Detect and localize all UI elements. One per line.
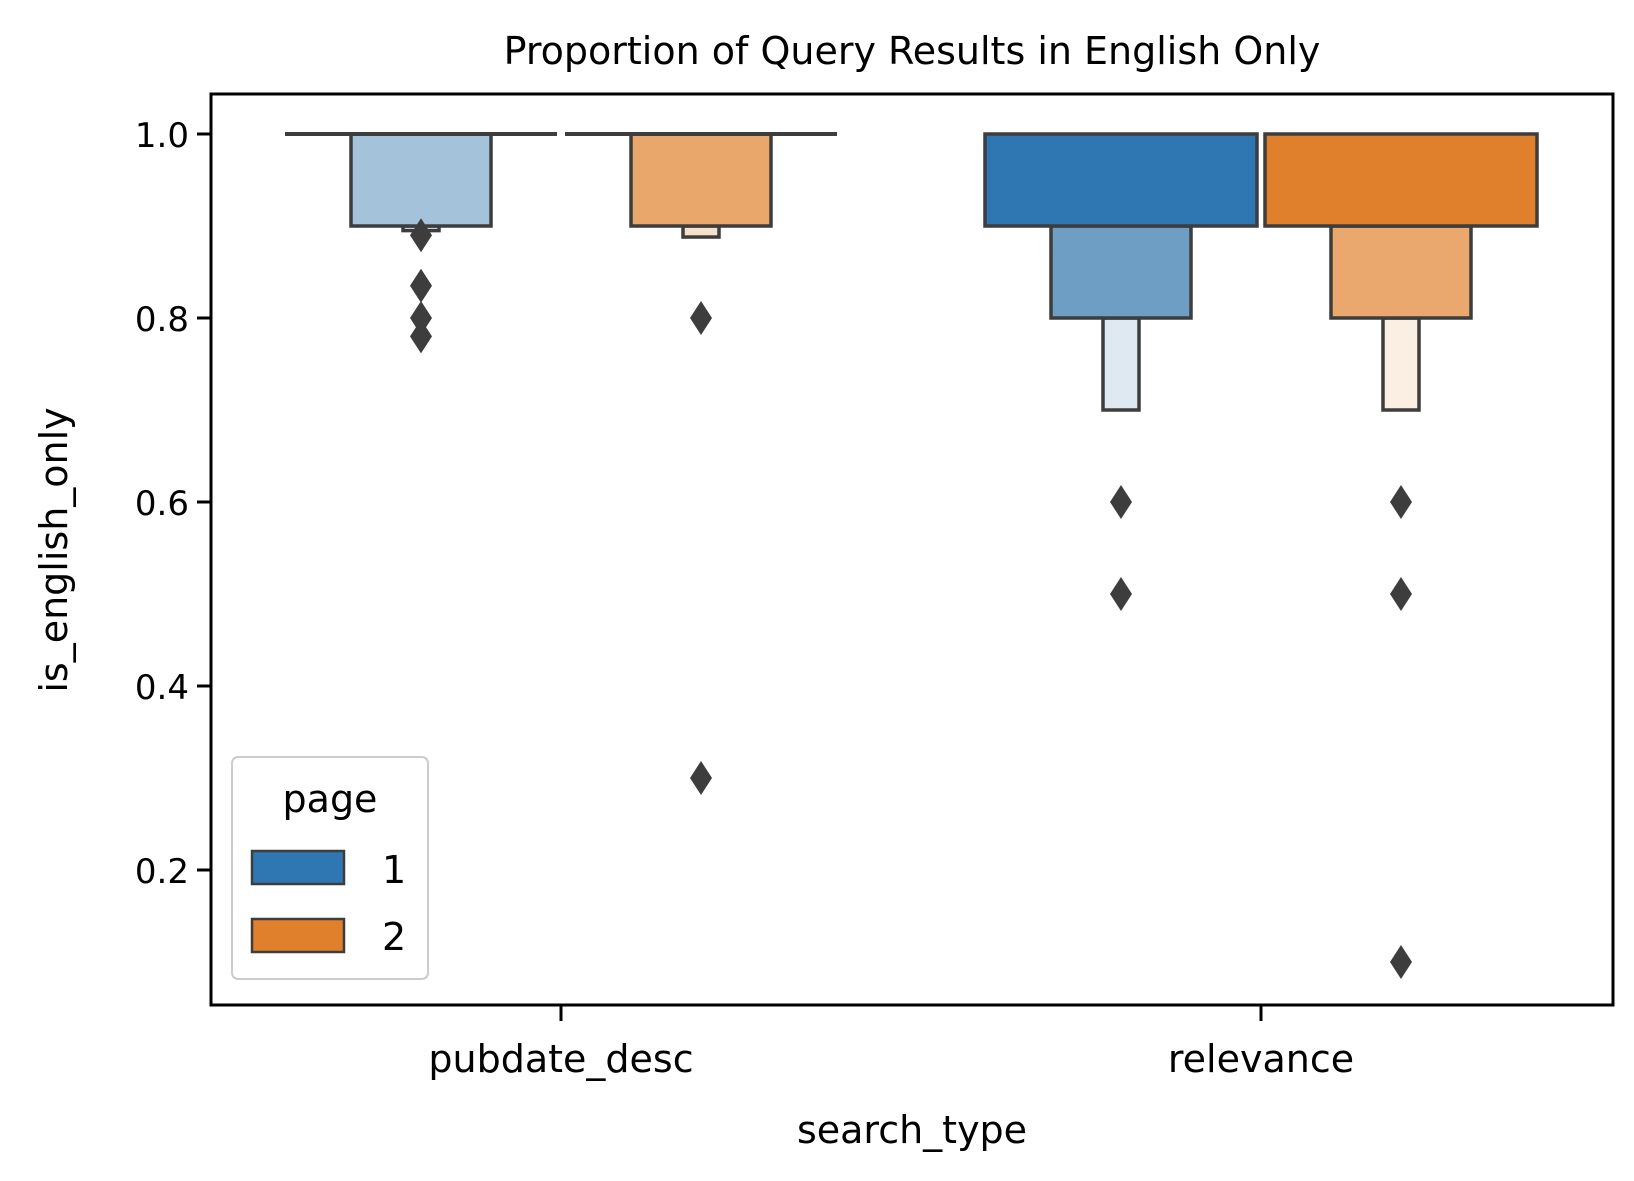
- legend-swatch-2: [250, 917, 346, 954]
- boxen-level-1: [1329, 224, 1473, 320]
- outlier-marker: [1390, 485, 1412, 519]
- legend-swatch-1: [250, 849, 346, 886]
- y-tick-label: 0.6: [135, 484, 189, 524]
- outlier-marker: [410, 218, 432, 253]
- boxen-level-1: [349, 132, 493, 228]
- x-axis-label: search_type: [797, 1108, 1027, 1152]
- boxen-level-0: [1263, 132, 1539, 228]
- legend: page 1 2: [231, 756, 429, 980]
- plot-marks: [285, 132, 1539, 979]
- legend-title: page: [283, 777, 378, 821]
- outlier-marker: [410, 319, 432, 354]
- boxen-level-1: [1049, 224, 1193, 320]
- y-axis-label: is_english_only: [32, 407, 76, 692]
- boxen-level-2: [1101, 316, 1141, 412]
- boxen-level-0: [983, 132, 1259, 228]
- series-2-pubdate_desc: [565, 132, 837, 795]
- y-axis: 0.2 0.4 0.6 0.8 1.0: [135, 116, 211, 892]
- outlier-marker: [1110, 485, 1132, 519]
- outlier-marker: [410, 268, 432, 303]
- outlier-marker: [1110, 577, 1132, 611]
- series-1-pubdate_desc: [285, 132, 557, 354]
- boxen-level-1: [629, 132, 773, 228]
- outlier-marker: [690, 301, 712, 335]
- y-tick-label: 0.2: [135, 852, 189, 892]
- y-tick-label: 0.4: [135, 668, 189, 708]
- x-axis: pubdate_desc relevance: [428, 1005, 1354, 1081]
- chart-title: Proportion of Query Results in English O…: [504, 29, 1321, 73]
- outlier-marker: [1390, 945, 1412, 979]
- outlier-marker: [690, 761, 712, 795]
- outlier-marker: [1390, 577, 1412, 611]
- legend-label-2: 2: [382, 915, 406, 959]
- x-tick-label: relevance: [1168, 1037, 1354, 1081]
- outlier-marker: [410, 301, 432, 335]
- plot-frame: [209, 92, 1615, 1007]
- y-tick-label: 0.8: [135, 300, 189, 340]
- boxen-level-2: [1381, 316, 1421, 412]
- y-tick-label: 1.0: [135, 116, 189, 156]
- x-tick-label: pubdate_desc: [428, 1037, 693, 1081]
- series-2-relevance: [1263, 132, 1539, 979]
- legend-label-1: 1: [382, 848, 406, 892]
- series-1-relevance: [983, 132, 1259, 611]
